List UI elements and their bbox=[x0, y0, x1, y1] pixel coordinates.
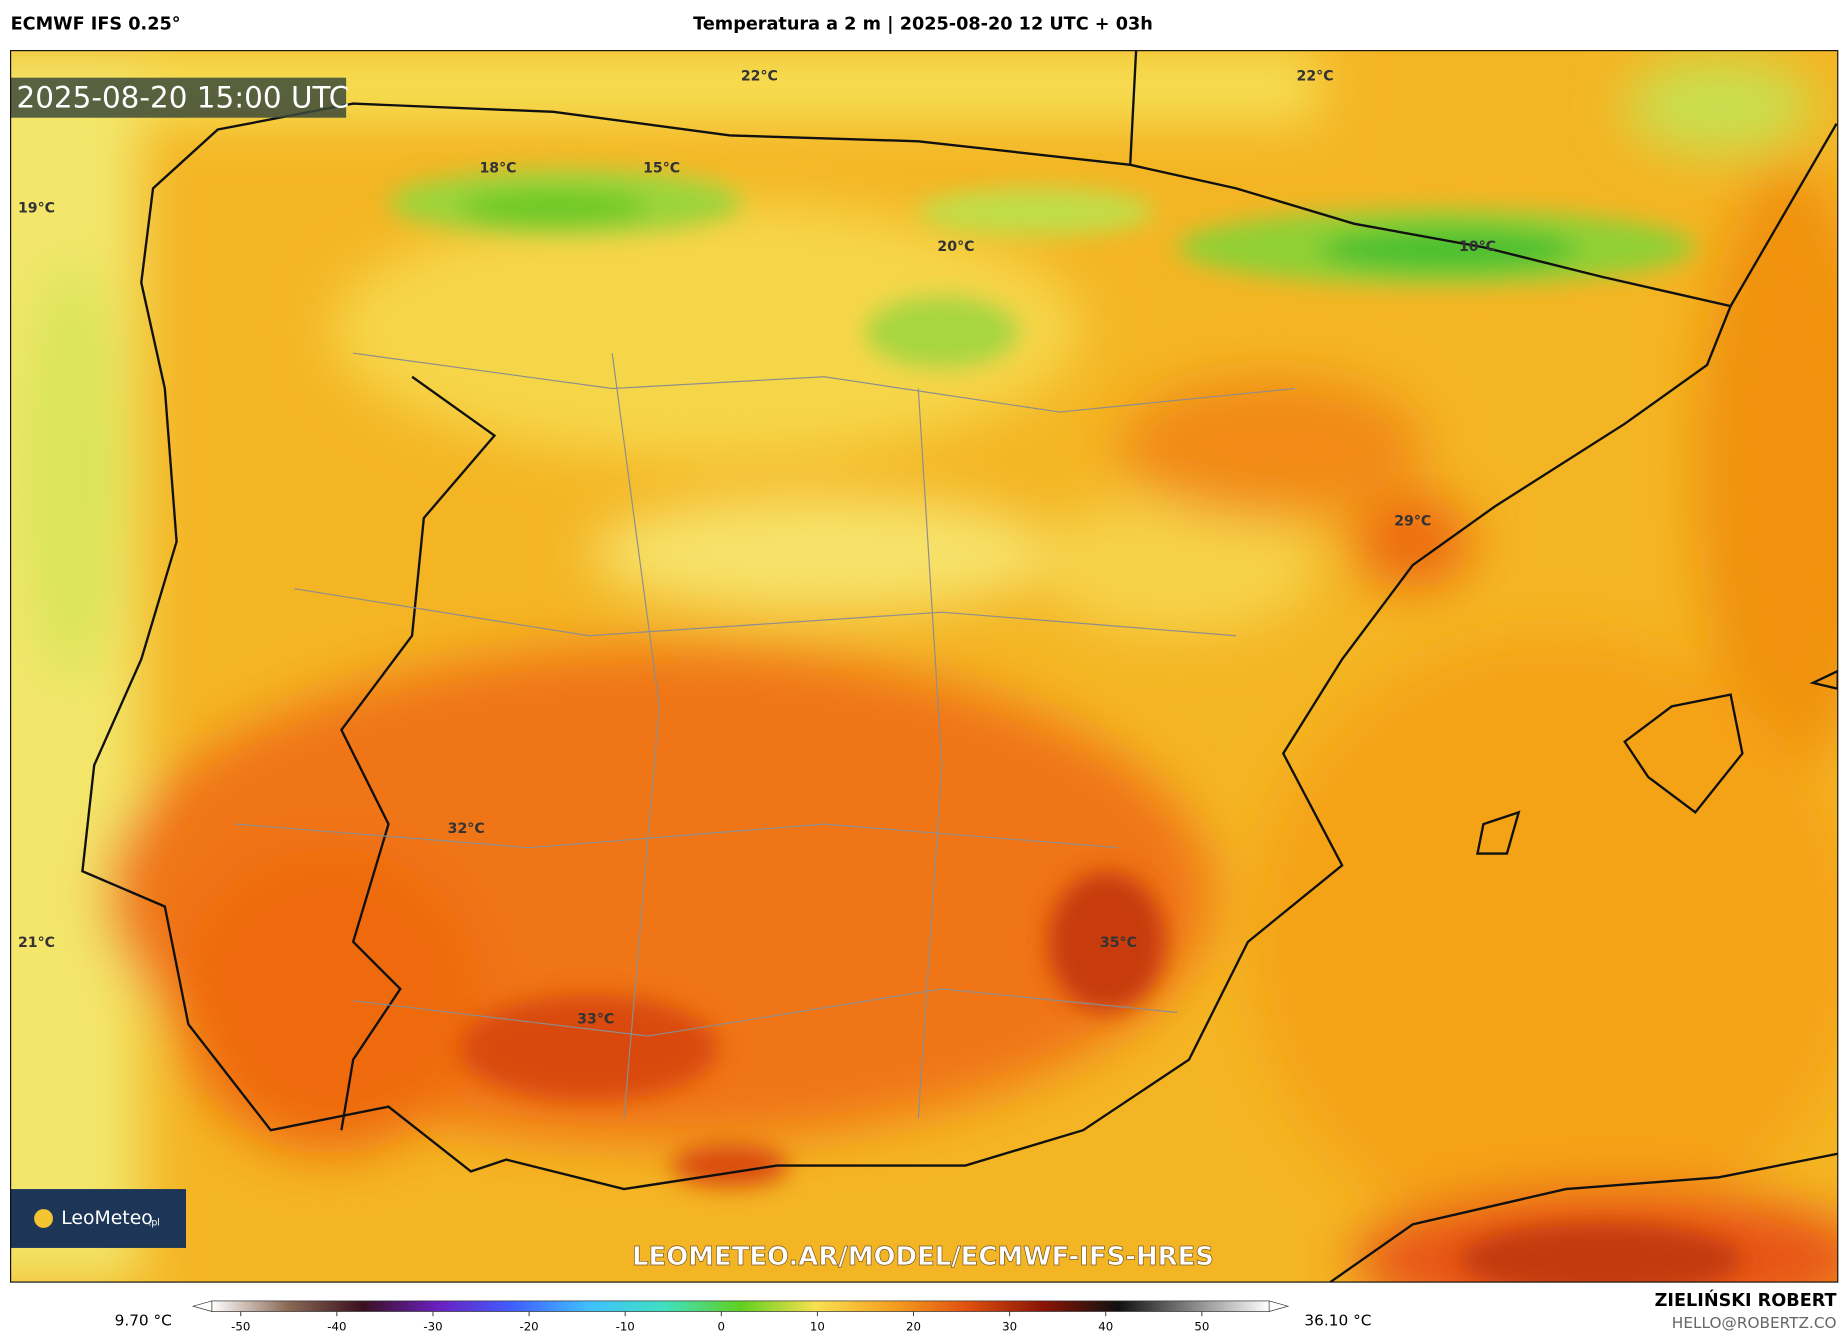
temperature-label: 18°C bbox=[479, 160, 516, 176]
colorbar-tick-label: -10 bbox=[616, 1319, 635, 1333]
colorbar: -50 -40 -30 -20 -10 0 10 20 30 40 50 bbox=[191, 1300, 1290, 1333]
colorbar-tick-label: -40 bbox=[327, 1319, 346, 1333]
border bbox=[1129, 50, 1838, 307]
temperature-label: 35°C bbox=[1100, 935, 1137, 951]
email: HELLO@ROBERTZ.CO bbox=[1672, 1314, 1837, 1332]
colorbar-extend-left bbox=[191, 1300, 213, 1312]
temperature-labels: 22°C 22°C 18°C 15°C 19°C 20°C 10°C 29°C 32°C 21°C… bbox=[18, 69, 1496, 1028]
colorbar-extend-right bbox=[1268, 1300, 1290, 1312]
timestamp: 2025-08-20 15:00 UTC bbox=[16, 80, 349, 114]
regional-borders bbox=[235, 352, 1296, 1119]
timestamp-box bbox=[10, 77, 347, 118]
temperature-label: 29°C bbox=[1394, 514, 1431, 530]
temperature-label: 15°C bbox=[643, 160, 680, 176]
colorbar-tick-label: 20 bbox=[906, 1319, 921, 1333]
temperature-label: 33°C bbox=[577, 1012, 614, 1028]
map-area: 22°C 22°C 18°C 15°C 19°C 20°C 10°C 29°C 32°C 21°C… bbox=[10, 50, 1838, 1283]
temperature-label: 20°C bbox=[937, 239, 974, 255]
colorbar-tick-label: -20 bbox=[519, 1319, 538, 1333]
colorbar-tick-label: -50 bbox=[231, 1319, 250, 1333]
author: ZIELIŃSKI ROBERT bbox=[1655, 1289, 1837, 1311]
colorbar-max: 36.10 °C bbox=[1304, 1311, 1371, 1329]
logo-text: LeoMeteo bbox=[61, 1208, 153, 1229]
colorbar-tick-label: 30 bbox=[1002, 1319, 1017, 1333]
model-name: ECMWF IFS 0.25° bbox=[11, 15, 181, 35]
balearic-islands bbox=[1476, 669, 1838, 855]
map-frame bbox=[10, 50, 1839, 1283]
temperature-label: 32°C bbox=[448, 821, 485, 837]
temperature-label: 22°C bbox=[741, 69, 778, 85]
portugal-border bbox=[340, 375, 497, 1131]
colorbar-bar bbox=[211, 1300, 1270, 1312]
logo-sun bbox=[34, 1209, 53, 1228]
temperature-field bbox=[10, 50, 1838, 1283]
cold-and-hot-cores bbox=[388, 169, 1743, 1283]
africa-coast bbox=[1329, 1152, 1838, 1283]
colorbar-min: 9.70 °C bbox=[115, 1311, 172, 1329]
temperature-label: 21°C bbox=[18, 935, 55, 951]
colorbar-tick-label: 10 bbox=[810, 1319, 825, 1333]
temperature-label: 22°C bbox=[1297, 69, 1334, 85]
logo-suffix: .pl bbox=[148, 1218, 160, 1229]
temperature-label: 19°C bbox=[18, 200, 55, 216]
temperature-label: 10°C bbox=[1459, 239, 1496, 255]
map-title: Temperatura a 2 m | 2025-08-20 12 UTC + … bbox=[693, 15, 1153, 35]
watermark: LEOMETEO.AR/MODEL/ECMWF-IFS-HRES bbox=[632, 1242, 1214, 1272]
colorbar-tick-label: 0 bbox=[718, 1319, 726, 1333]
colorbar-tick-label: 50 bbox=[1194, 1319, 1209, 1333]
coastline bbox=[81, 102, 1733, 1191]
colorbar-tick-label: 40 bbox=[1098, 1319, 1113, 1333]
colorbar-tick-label: -30 bbox=[423, 1319, 442, 1333]
